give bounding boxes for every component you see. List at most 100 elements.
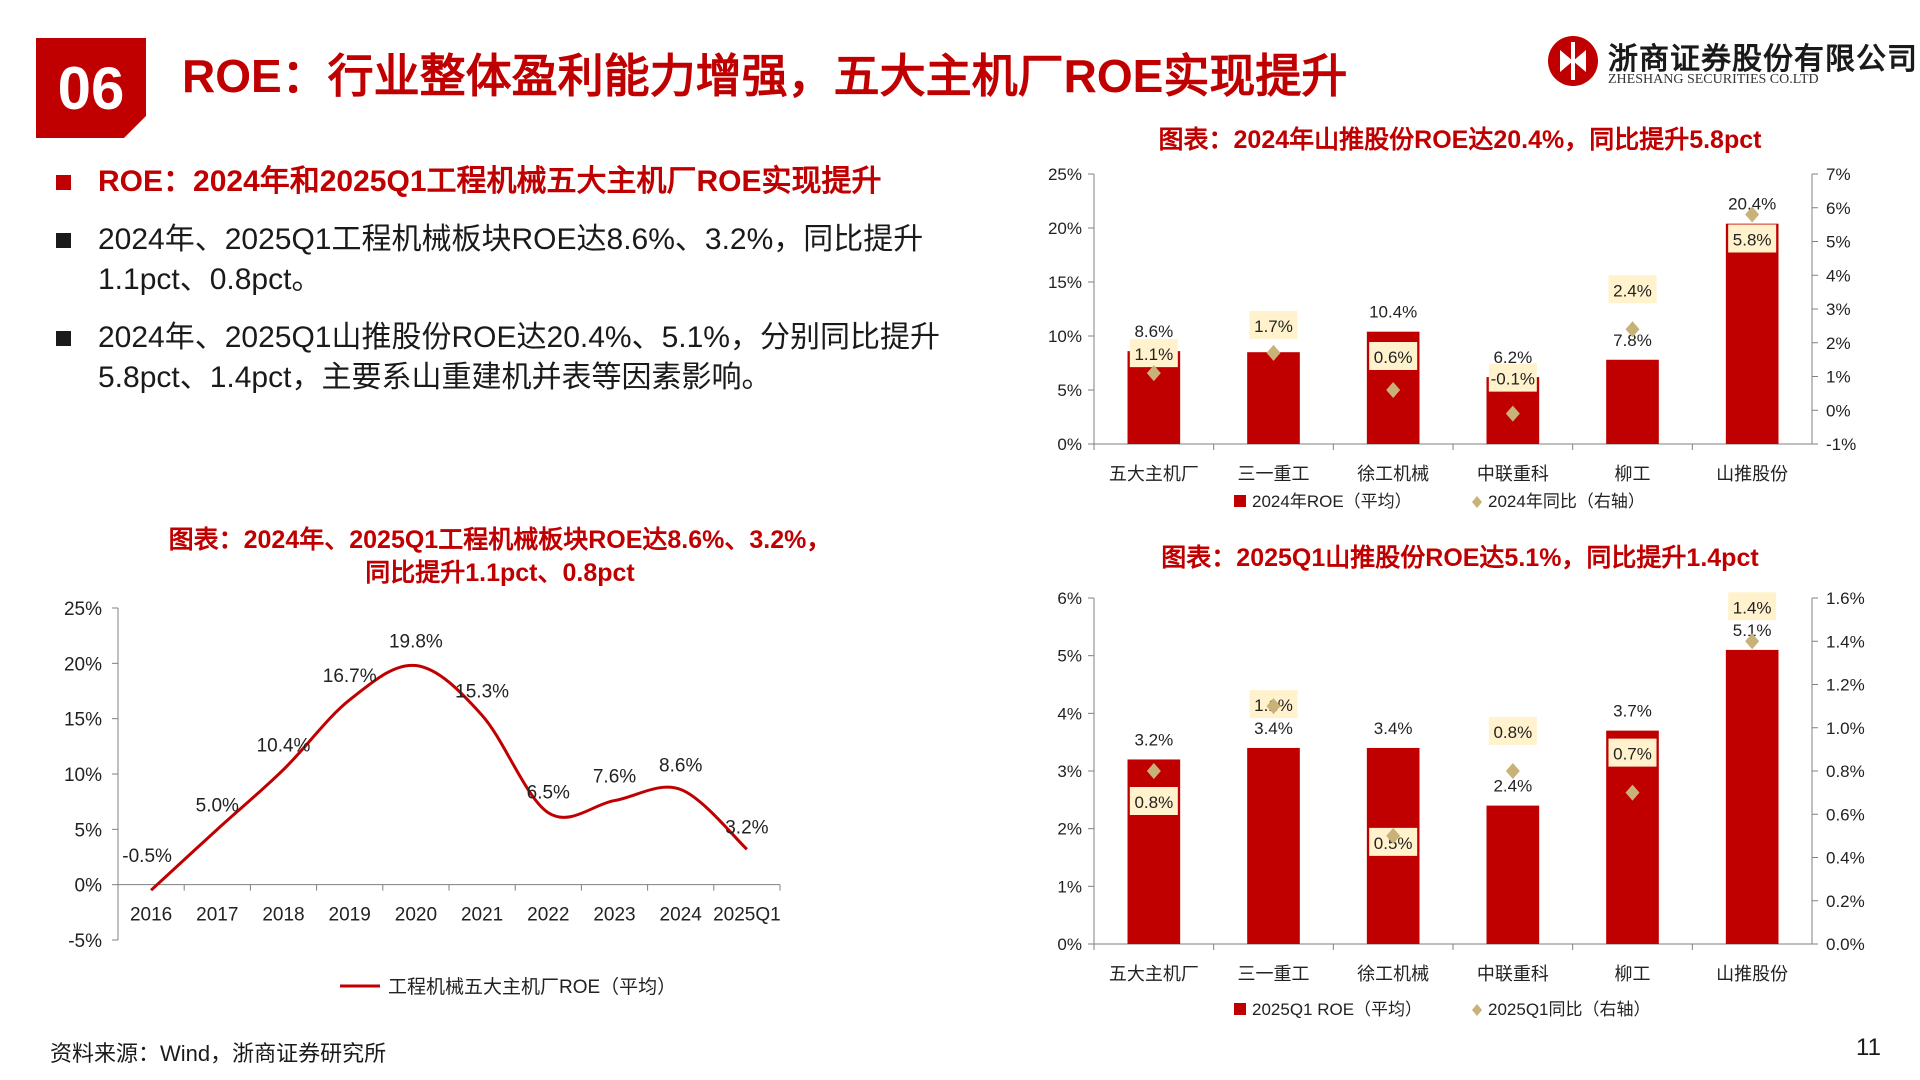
data-label: 10.4% (257, 736, 311, 757)
left-tick-label: 0% (1057, 435, 1082, 454)
x-tick-label: 2025Q1 (713, 905, 781, 926)
yoy-label-background (1728, 592, 1777, 621)
yoy-label-background (1608, 738, 1657, 767)
right-tick-label: 5% (1826, 233, 1851, 252)
x-tick-label: 2017 (196, 905, 238, 926)
right-tick-label: 7% (1826, 165, 1851, 184)
yoy-label-background (1488, 363, 1537, 392)
x-tick-label: 2023 (593, 905, 635, 926)
roe-bar (1486, 805, 1540, 944)
yoy-label-background (1608, 275, 1657, 304)
left-tick-label: 15% (1048, 273, 1082, 292)
legend-bar-label: 2025Q1 ROE（平均） (1252, 1000, 1422, 1019)
bar-value-label: 8.6% (1134, 322, 1173, 341)
x-tick-label: 山推股份 (1716, 964, 1788, 984)
x-tick-label: 五大主机厂 (1109, 964, 1199, 984)
data-label: 15.3% (455, 681, 509, 702)
x-tick-label: 徐工机械 (1357, 464, 1429, 484)
yoy-value-label: 1.4% (1733, 598, 1772, 617)
yoy-marker (1146, 763, 1161, 779)
data-label: 16.7% (323, 666, 377, 687)
x-tick-label: 2019 (329, 905, 371, 926)
left-tick-label: 10% (1048, 327, 1082, 346)
data-label: 3.2% (725, 817, 768, 838)
x-tick-label: 2022 (527, 905, 569, 926)
yoy-marker (1505, 763, 1520, 779)
x-tick-label: 中联重科 (1477, 964, 1549, 984)
yoy-label-background (1369, 342, 1418, 370)
yoy-label-background (1488, 717, 1537, 745)
y-tick-label: 25% (64, 599, 102, 620)
right-tick-label: 0.0% (1826, 935, 1865, 954)
yoy-label-background (1129, 339, 1178, 368)
yoy-value-label: 1.1% (1134, 345, 1173, 364)
yoy-value-label: 0.8% (1493, 723, 1532, 742)
yoy-value-label: 0.7% (1613, 745, 1652, 764)
legend-bar-swatch (1234, 495, 1246, 507)
roe-bar (1247, 352, 1300, 444)
logo-company-english: ZHESHANG SECURITIES CO.LTD (1608, 72, 1819, 87)
left-tick-label: 4% (1057, 704, 1082, 723)
legend-label: 工程机械五大主机厂ROE（平均） (388, 976, 676, 998)
bullet-item: 2024年、2025Q1工程机械板块ROE达8.6%、3.2%，同比提升1.1p… (52, 220, 1012, 300)
roe-bar (1606, 359, 1659, 444)
yoy-marker (1386, 382, 1401, 398)
x-tick-label: 中联重科 (1477, 464, 1549, 484)
yoy-marker (1745, 206, 1760, 223)
bar-value-label: 3.4% (1374, 719, 1413, 738)
yoy-label-background (1249, 310, 1298, 339)
bullet-item: 2024年、2025Q1山推股份ROE达20.4%、5.1%，分别同比提升5.8… (52, 318, 1012, 398)
right-tick-label: 0.4% (1826, 849, 1865, 868)
yoy-label-background (1728, 224, 1777, 253)
data-label: 19.8% (389, 632, 443, 653)
left-tick-label: 2% (1057, 820, 1082, 839)
y-tick-label: 15% (64, 710, 102, 731)
right-tick-label: 1.4% (1826, 632, 1865, 651)
x-tick-label: 2021 (461, 905, 503, 926)
logo-mark-icon (1548, 36, 1598, 86)
yoy-value-label: 2.4% (1613, 281, 1652, 300)
right-tick-label: 2% (1826, 334, 1851, 353)
legend-marker-swatch (1472, 1004, 1482, 1016)
y-tick-label: 10% (64, 765, 102, 786)
bar-value-label: 10.4% (1369, 303, 1417, 322)
right-tick-label: 4% (1826, 266, 1851, 285)
x-tick-label: 2020 (395, 905, 437, 926)
bar-value-label: 6.2% (1493, 348, 1532, 367)
yoy-label-background (1129, 787, 1178, 815)
yoy-marker (1505, 405, 1520, 422)
right-tick-label: 3% (1826, 300, 1851, 319)
bar-chart-2024-title: 图表：2024年山推股份ROE达20.4%，同比提升5.8pct (1158, 126, 1762, 154)
yoy-value-label: 0.8% (1134, 793, 1173, 812)
left-tick-label: 3% (1057, 762, 1082, 781)
right-tick-label: 0% (1826, 401, 1851, 420)
yoy-marker (1625, 321, 1640, 338)
data-label: 8.6% (659, 755, 702, 776)
bar-value-label: 2.4% (1493, 777, 1532, 796)
roe-bar (1725, 223, 1779, 444)
legend-bar-swatch (1234, 1003, 1246, 1015)
yoy-value-label: -0.1% (1491, 370, 1535, 389)
bar-value-label: 7.8% (1613, 331, 1652, 350)
bullet-square-icon (56, 331, 71, 346)
data-label: 7.6% (593, 767, 636, 788)
bar-value-label: 5.1% (1733, 621, 1772, 640)
section-number-badge: 06 (36, 38, 146, 138)
left-tick-label: 5% (1057, 647, 1082, 666)
legend-bar-label: 2024年ROE（平均） (1252, 492, 1412, 511)
yoy-marker (1386, 827, 1401, 844)
right-tick-label: 1% (1826, 368, 1851, 387)
bullet-text: ROE：2024年和2025Q1工程机械五大主机厂ROE实现提升 (98, 165, 882, 198)
roe-bar (1247, 747, 1300, 944)
x-tick-label: 山推股份 (1716, 464, 1788, 484)
data-label: 6.5% (527, 783, 570, 804)
x-tick-label: 2016 (130, 905, 172, 926)
bullet-square-icon (56, 175, 71, 190)
left-tick-label: 20% (1048, 219, 1082, 238)
data-label: 5.0% (196, 795, 239, 816)
right-tick-label: 0.6% (1826, 805, 1865, 824)
x-tick-label: 2024 (660, 905, 703, 926)
yoy-marker (1266, 698, 1281, 715)
right-tick-label: 1.6% (1826, 589, 1865, 608)
bullet-item: ROE：2024年和2025Q1工程机械五大主机厂ROE实现提升 (52, 162, 1012, 202)
